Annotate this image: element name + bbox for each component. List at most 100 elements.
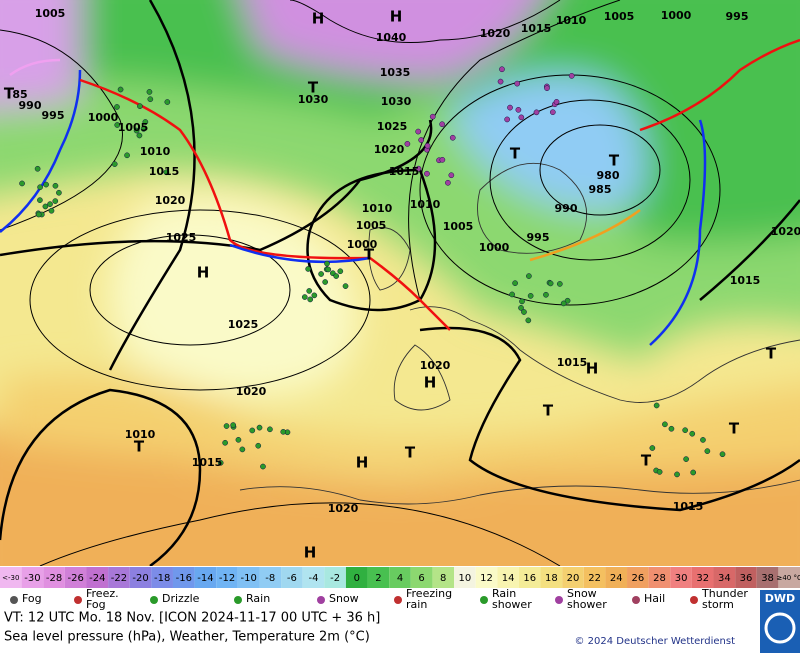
weather-symbol bbox=[222, 439, 228, 446]
weather-symbol bbox=[19, 180, 25, 187]
weather-symbol bbox=[267, 426, 273, 433]
pressure-center: H bbox=[424, 374, 437, 392]
weather-symbol bbox=[163, 169, 170, 176]
legend-label: shower bbox=[567, 598, 607, 611]
weather-symbol bbox=[549, 109, 556, 116]
weather-symbol bbox=[507, 104, 513, 111]
scale-cell bbox=[756, 567, 779, 588]
isobar-label: 1010 bbox=[556, 14, 587, 27]
scale-cell bbox=[648, 567, 671, 588]
scale-label: -2 bbox=[330, 573, 340, 584]
coast bbox=[368, 227, 411, 291]
scale-label: -18 bbox=[154, 573, 170, 584]
weather-symbol bbox=[700, 437, 706, 443]
isobar-label: 1040 bbox=[376, 31, 407, 44]
scale-cell bbox=[281, 567, 303, 588]
weather-symbol bbox=[301, 294, 308, 300]
scale-cell bbox=[216, 567, 238, 588]
isobar-label: 1025 bbox=[228, 318, 259, 331]
weather-symbol bbox=[512, 280, 518, 287]
legend-label: Thunder bbox=[701, 587, 748, 600]
isobar bbox=[306, 168, 437, 312]
cold-front bbox=[0, 69, 82, 233]
scale-cell bbox=[86, 567, 109, 588]
legend-label: Snow bbox=[329, 592, 359, 605]
weather-symbol bbox=[37, 197, 43, 203]
legend-label: Rain bbox=[246, 592, 270, 605]
isobar bbox=[29, 209, 371, 391]
weather-symbol bbox=[164, 99, 171, 105]
pressure-center: H bbox=[312, 10, 325, 28]
weather-symbol bbox=[114, 104, 120, 110]
weather-symbol bbox=[325, 266, 332, 273]
isobar bbox=[0, 119, 433, 257]
isobar bbox=[289, 0, 561, 43]
pressure-center: T bbox=[641, 452, 652, 470]
scale-cell bbox=[172, 567, 195, 588]
weather-symbol bbox=[404, 141, 411, 147]
scale-cell bbox=[367, 567, 390, 588]
weather-symbol bbox=[445, 179, 451, 186]
pressure-center: T bbox=[543, 402, 554, 420]
scale-label: 2 bbox=[375, 573, 381, 584]
isobar-label: 1015 bbox=[192, 456, 223, 469]
isobar-label: 1010 bbox=[410, 198, 441, 211]
isobar bbox=[0, 388, 202, 566]
scale-cell bbox=[345, 567, 368, 588]
legend-label: storm bbox=[702, 598, 734, 611]
scale-cell bbox=[691, 567, 714, 588]
weather-symbol bbox=[526, 273, 532, 279]
legend-icon bbox=[632, 596, 640, 604]
weather-symbol bbox=[518, 305, 524, 311]
weather-legend: Fog Freez.Fog Drizzle Rain Snow FreezingrainR… bbox=[10, 587, 748, 611]
pressure-center: H bbox=[356, 454, 369, 472]
weather-symbol bbox=[424, 170, 430, 177]
color-scale: <-30 -30 -28 -26 -24 -22 -20 -18 -16 -14 -12 -10 -8-… bbox=[0, 567, 800, 588]
isobar-label: 980 bbox=[597, 169, 620, 182]
scale-label: -4 bbox=[309, 573, 319, 584]
valid-time: VT: 12 UTC Mo. 18 Nov. [ICON 2024-11-17 … bbox=[4, 611, 380, 626]
weather-symbol bbox=[497, 78, 504, 85]
pressure-center: H bbox=[586, 360, 599, 378]
weather-symbol bbox=[306, 288, 313, 294]
scale-label: 38 bbox=[761, 573, 774, 584]
weather-symbol bbox=[48, 207, 55, 214]
weather-symbol bbox=[543, 291, 549, 298]
weather-symbol bbox=[653, 402, 660, 409]
weather-symbol bbox=[37, 184, 43, 191]
scale-label: 4 bbox=[397, 573, 403, 584]
isobar-label: 1015 bbox=[521, 22, 552, 35]
weather-symbol bbox=[519, 298, 525, 305]
isobar-label: 1020 bbox=[771, 225, 800, 238]
isobar-label: 1005 bbox=[604, 10, 635, 23]
weather-symbol bbox=[649, 445, 656, 451]
isobar-label: 1010 bbox=[362, 202, 393, 215]
weather-symbol bbox=[439, 121, 446, 128]
scale-label: 36 bbox=[740, 573, 753, 584]
scale-label: 10 bbox=[458, 573, 471, 584]
scale-cell bbox=[475, 567, 498, 588]
coast bbox=[239, 479, 800, 505]
scale-cell bbox=[627, 567, 649, 588]
isobar bbox=[419, 326, 800, 512]
weather-symbols bbox=[19, 66, 726, 478]
scale-label: -8 bbox=[265, 573, 275, 584]
weather-symbol bbox=[662, 421, 668, 428]
scale-label: 6 bbox=[418, 573, 424, 584]
scale-label: -20 bbox=[132, 573, 148, 584]
isobar-label: 85 bbox=[12, 88, 27, 101]
weather-symbol bbox=[415, 165, 422, 172]
isobar-label: 1020 bbox=[328, 502, 359, 515]
isobar-label: 990 bbox=[19, 99, 42, 112]
scale-cell bbox=[129, 567, 152, 588]
description: Sea level pressure (hPa), Weather, Tempe… bbox=[4, 630, 370, 645]
scale-cell bbox=[497, 567, 519, 588]
scale-cell bbox=[151, 567, 173, 588]
scale-cell bbox=[713, 567, 736, 588]
scale-label: <-30 bbox=[2, 574, 19, 582]
legend-icon bbox=[234, 596, 242, 604]
scale-label: 22 bbox=[588, 573, 601, 584]
